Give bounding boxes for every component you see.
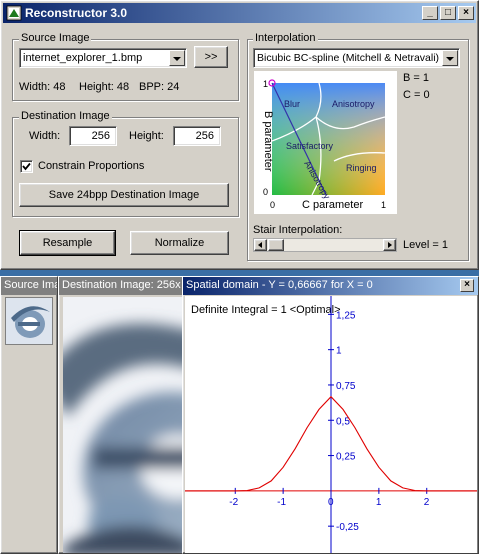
spatial-close-button[interactable]: × <box>460 279 474 292</box>
destination-image-group-label: Destination Image <box>19 110 112 122</box>
destination-panel-title[interactable]: Destination Image: 256x <box>59 277 183 295</box>
b-value-text: B = 1 <box>403 72 429 84</box>
x-tick-label: -1 <box>277 497 286 508</box>
stair-interpolation-slider[interactable] <box>253 238 397 252</box>
interpolation-group <box>247 39 469 261</box>
spatial-panel-title-text: Spatial domain - Y = 0,66667 for X = 0 <box>186 279 373 291</box>
b-tick-top: 1 <box>263 79 268 89</box>
x-tick-label: 0 <box>328 497 334 508</box>
source-width-text: Width: 48 <box>19 81 66 93</box>
bc-parameter-plot[interactable]: Blur Anisotropy Satisfactory Ringing Ani… <box>254 71 397 214</box>
bc-point-handle[interactable] <box>268 79 276 87</box>
chevron-down-icon[interactable] <box>169 50 185 66</box>
slider-right-arrow-button[interactable] <box>383 239 396 251</box>
b-axis-label: B parameter <box>262 111 274 172</box>
save-destination-button[interactable]: Save 24bpp Destination Image <box>19 183 229 207</box>
x-tick-label: -2 <box>229 497 238 508</box>
region-ringing-label: Ringing <box>346 163 377 173</box>
dest-width-value: 256 <box>91 130 110 142</box>
destination-image-group <box>12 117 239 217</box>
source-file-dropdown[interactable]: internet_explorer_1.bmp <box>19 48 187 68</box>
source-image-thumbnail <box>5 297 53 345</box>
destination-image-preview <box>63 297 183 553</box>
definite-integral-text: Definite Integral = 1 <Optimal> <box>191 304 341 316</box>
left-arrow-icon <box>258 242 262 248</box>
interpolation-group-label: Interpolation <box>253 32 318 44</box>
kernel-curve <box>185 395 477 492</box>
c-tick-left: 0 <box>270 200 275 210</box>
main-window: Reconstructor 3.0 _ □ × Source Image int… <box>0 0 479 270</box>
y-tick-label: 1,25 <box>336 310 356 321</box>
dest-height-value: 256 <box>195 130 214 142</box>
resample-button[interactable]: Resample <box>19 230 116 256</box>
source-file-value: internet_explorer_1.bmp <box>23 52 143 64</box>
next-image-button[interactable]: >> <box>194 46 228 68</box>
destination-image-panel: Destination Image: 256x <box>58 276 184 554</box>
destination-image-canvas <box>63 297 183 553</box>
y-tick-label: 0,75 <box>336 381 356 392</box>
normalize-button[interactable]: Normalize <box>130 231 229 255</box>
dest-width-input[interactable]: 256 <box>69 126 117 146</box>
y-tick-label: 0,25 <box>336 452 356 463</box>
b-tick-bottom: 0 <box>263 187 268 197</box>
maximize-button[interactable]: □ <box>440 6 456 20</box>
source-image-group-label: Source Image <box>19 32 92 44</box>
source-bpp-text: BPP: 24 <box>139 81 180 93</box>
resample-button-label: Resample <box>20 231 115 255</box>
checkmark-icon <box>22 162 31 171</box>
y-tick-label: 1 <box>336 346 342 357</box>
level-text: Level = 1 <box>403 239 448 251</box>
dest-height-input[interactable]: 256 <box>173 126 221 146</box>
slider-left-arrow-button[interactable] <box>254 239 267 251</box>
region-satisfactory-label: Satisfactory <box>286 141 334 151</box>
c-tick-right: 1 <box>381 200 386 210</box>
dest-width-label: Width: <box>29 130 61 142</box>
x-tick-label: 2 <box>424 497 430 508</box>
stair-interpolation-label: Stair Interpolation: <box>253 224 343 236</box>
dest-height-label: Height: <box>129 130 164 142</box>
c-value-text: C = 0 <box>403 89 430 101</box>
spatial-panel-title[interactable]: Spatial domain - Y = 0,66667 for X = 0 <box>183 277 478 295</box>
spatial-domain-panel: Spatial domain - Y = 0,66667 for X = 0 ×… <box>182 276 479 554</box>
source-panel-title[interactable]: Source Ima <box>1 277 57 295</box>
x-tick-label: 1 <box>376 497 382 508</box>
spatial-chart: Definite Integral = 1 <Optimal> -2 -1 0 1 2 1… <box>185 296 477 553</box>
slider-thumb[interactable] <box>268 239 284 251</box>
constrain-checkbox[interactable] <box>20 160 33 173</box>
close-button[interactable]: × <box>458 6 474 20</box>
y-tick-label: -0,25 <box>336 522 359 533</box>
chevron-down-icon[interactable] <box>442 50 458 66</box>
title-bar[interactable]: Reconstructor 3.0 _ □ × <box>3 3 476 23</box>
window-title: Reconstructor 3.0 <box>25 6 128 20</box>
internet-explorer-icon <box>6 298 52 344</box>
source-height-text: Height: 48 <box>79 81 130 93</box>
constrain-label[interactable]: Constrain Proportions <box>38 160 145 172</box>
region-anisotropy-label: Anisotropy <box>332 99 375 109</box>
source-image-group <box>12 39 239 101</box>
interpolation-method-value: Bicubic BC-spline (Mitchell & Netravali) <box>257 52 440 64</box>
bc-plot-canvas[interactable]: Blur Anisotropy Satisfactory Ringing Ani… <box>254 71 397 214</box>
region-blur-label: Blur <box>284 99 300 109</box>
app-icon <box>6 5 22 21</box>
c-axis-label: C parameter <box>302 199 363 211</box>
interpolation-method-dropdown[interactable]: Bicubic BC-spline (Mitchell & Netravali) <box>253 48 460 68</box>
spatial-chart-area: Definite Integral = 1 <Optimal> -2 -1 0 1 2 1… <box>185 296 477 553</box>
right-arrow-icon <box>388 242 392 248</box>
y-tick-label: 0,5 <box>336 416 350 427</box>
minimize-button[interactable]: _ <box>422 6 438 20</box>
source-image-panel: Source Ima <box>0 276 58 554</box>
